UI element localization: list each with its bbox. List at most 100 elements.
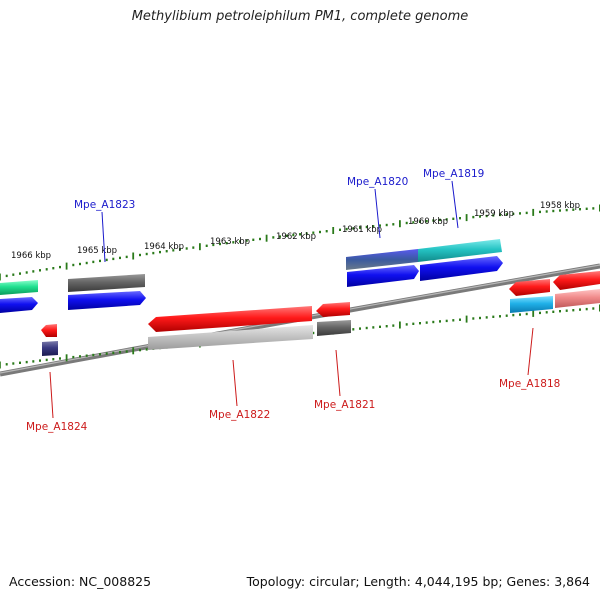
upper-ruler-minor-tick <box>352 227 355 230</box>
lower-ruler-minor-tick <box>545 311 548 314</box>
upper-ruler-major-tick <box>132 252 135 260</box>
gene-arrow-blue-left[interactable] <box>0 297 38 313</box>
gene-label-mpe-a1821[interactable]: Mpe_A1821 <box>314 399 375 411</box>
upper-ruler-minor-tick <box>505 213 508 216</box>
upper-ruler-minor-tick <box>292 233 295 237</box>
gene-arrow-mpe-a1820[interactable] <box>346 249 418 270</box>
lower-ruler-minor-tick <box>5 363 8 366</box>
upper-ruler-minor-tick <box>485 214 488 218</box>
upper-ruler-minor-tick <box>152 251 155 255</box>
upper-ruler-minor-tick <box>499 213 501 217</box>
upper-ruler-minor-tick <box>45 268 48 271</box>
gene-arrow-mpe-a1821[interactable] <box>316 302 350 317</box>
upper-ruler-minor-tick <box>105 258 108 262</box>
lower-ruler-minor-tick <box>505 314 508 317</box>
upper-ruler-minor-tick <box>385 223 388 227</box>
topology-text: Topology: circular; Length: 4,044,195 bp… <box>246 574 590 589</box>
ruler-label: 1958 kbp <box>540 201 580 211</box>
upper-ruler-minor-tick <box>185 247 188 250</box>
gene-arrow-mpe-a1823[interactable] <box>68 274 145 292</box>
upper-ruler-minor-tick <box>225 242 228 245</box>
lower-ruler-minor-tick <box>472 317 475 320</box>
upper-ruler-major-tick <box>199 243 201 251</box>
upper-ruler-minor-tick <box>559 209 561 212</box>
upper-ruler-minor-tick <box>579 208 581 211</box>
upper-ruler-minor-tick <box>12 273 15 276</box>
gene-arrow-blue-c[interactable] <box>420 256 503 281</box>
upper-ruler-minor-tick <box>585 207 588 210</box>
lower-ruler-minor-tick <box>525 312 528 316</box>
gene-arrow-mpe-a1818[interactable] <box>509 279 550 296</box>
gene-arrow-mpe-a1822[interactable] <box>148 306 312 332</box>
upper-ruler-major-tick <box>399 220 401 228</box>
lower-ruler-minor-tick <box>59 357 61 360</box>
gene-arrow-blue-b[interactable] <box>347 265 419 287</box>
upper-ruler <box>0 204 600 281</box>
lower-ruler-minor-tick <box>419 322 421 325</box>
upper-ruler-minor-tick <box>452 217 455 220</box>
lower-ruler-minor-tick <box>459 318 461 321</box>
upper-ruler-minor-tick <box>319 230 321 234</box>
lower-ruler-minor-tick <box>365 326 368 330</box>
upper-ruler-minor-tick <box>472 215 475 219</box>
gene-arrow-mpe-a1824-b[interactable] <box>42 341 58 356</box>
upper-ruler-minor-tick <box>312 231 315 234</box>
lower-ruler-minor-tick <box>119 351 121 354</box>
ruler-label: 1959 kbp <box>474 209 514 219</box>
gene-label-mpe-a1824[interactable]: Mpe_A1824 <box>26 421 88 433</box>
gene-arrow-mpe-a1822-b[interactable] <box>148 325 313 350</box>
lower-ruler-minor-tick <box>405 323 408 326</box>
upper-ruler-minor-tick <box>325 230 328 233</box>
gene-arrow-blue-a[interactable] <box>68 291 146 310</box>
upper-ruler-minor-tick <box>219 242 221 246</box>
upper-ruler-minor-tick <box>192 246 195 249</box>
upper-ruler-minor-tick <box>252 238 255 241</box>
gene-arrow-mpe-a1819[interactable] <box>418 239 502 262</box>
upper-ruler-minor-tick <box>572 208 575 211</box>
gene-label-mpe-a1819[interactable]: Mpe_A1819 <box>423 168 484 180</box>
ruler-labels: 1966 kbp 1965 kbp 1964 kbp 1963 kbp 1962 kbp… <box>11 201 580 261</box>
upper-ruler-minor-tick <box>565 208 568 212</box>
gene-arrow-sky[interactable] <box>510 296 553 313</box>
upper-ruler-minor-tick <box>405 221 408 225</box>
upper-ruler-minor-tick <box>212 243 215 247</box>
upper-ruler-minor-tick <box>245 239 248 242</box>
upper-ruler-minor-tick <box>52 267 55 270</box>
upper-ruler-minor-tick <box>272 236 275 239</box>
gene-arrow-green[interactable] <box>0 280 38 295</box>
upper-ruler-minor-tick <box>345 227 348 231</box>
upper-ruler-minor-tick <box>172 249 175 252</box>
gene-arrow-mpe-a1821-b[interactable] <box>317 320 351 336</box>
lower-ruler-minor-tick <box>432 320 435 324</box>
upper-ruler-minor-tick <box>545 210 548 213</box>
upper-ruler-minor-tick <box>512 212 515 216</box>
upper-ruler-minor-tick <box>525 211 528 215</box>
upper-ruler-minor-tick <box>412 221 415 224</box>
upper-ruler-minor-tick <box>139 253 141 257</box>
lower-ruler-minor-tick <box>25 360 28 364</box>
lower-ruler-minor-tick <box>512 313 515 317</box>
upper-ruler-minor-tick <box>359 226 361 229</box>
ruler-label: 1966 kbp <box>11 251 51 261</box>
gene-label-mpe-a1820[interactable]: Mpe_A1820 <box>347 176 408 188</box>
upper-ruler-minor-tick <box>305 232 308 235</box>
gene-leader-lines <box>49 180 534 419</box>
lower-ruler-major-tick <box>132 347 135 355</box>
lower-ruler-minor-tick <box>359 327 361 330</box>
lower-ruler-major-tick <box>532 309 535 317</box>
gene-label-mpe-a1823[interactable]: Mpe_A1823 <box>74 199 135 211</box>
gene-arrow-pink-right[interactable] <box>555 289 600 308</box>
gene-arrow-mpe-a1824[interactable] <box>41 324 57 337</box>
lower-ruler-minor-tick <box>99 353 101 356</box>
lower-ruler-minor-tick <box>572 309 575 312</box>
upper-ruler-minor-tick <box>179 248 181 251</box>
gene-arrow-red-right[interactable] <box>553 271 600 290</box>
ruler-label: 1965 kbp <box>77 246 117 256</box>
gene-label-mpe-a1822[interactable]: Mpe_A1822 <box>209 409 270 421</box>
ruler-label: 1960 kbp <box>408 217 448 227</box>
upper-ruler-minor-tick <box>145 252 148 256</box>
lower-ruler-minor-tick <box>139 348 141 352</box>
upper-ruler-major-tick <box>0 273 1 281</box>
gene-label-mpe-a1818[interactable]: Mpe_A1818 <box>499 378 560 390</box>
lower-ruler-minor-tick <box>79 355 81 358</box>
